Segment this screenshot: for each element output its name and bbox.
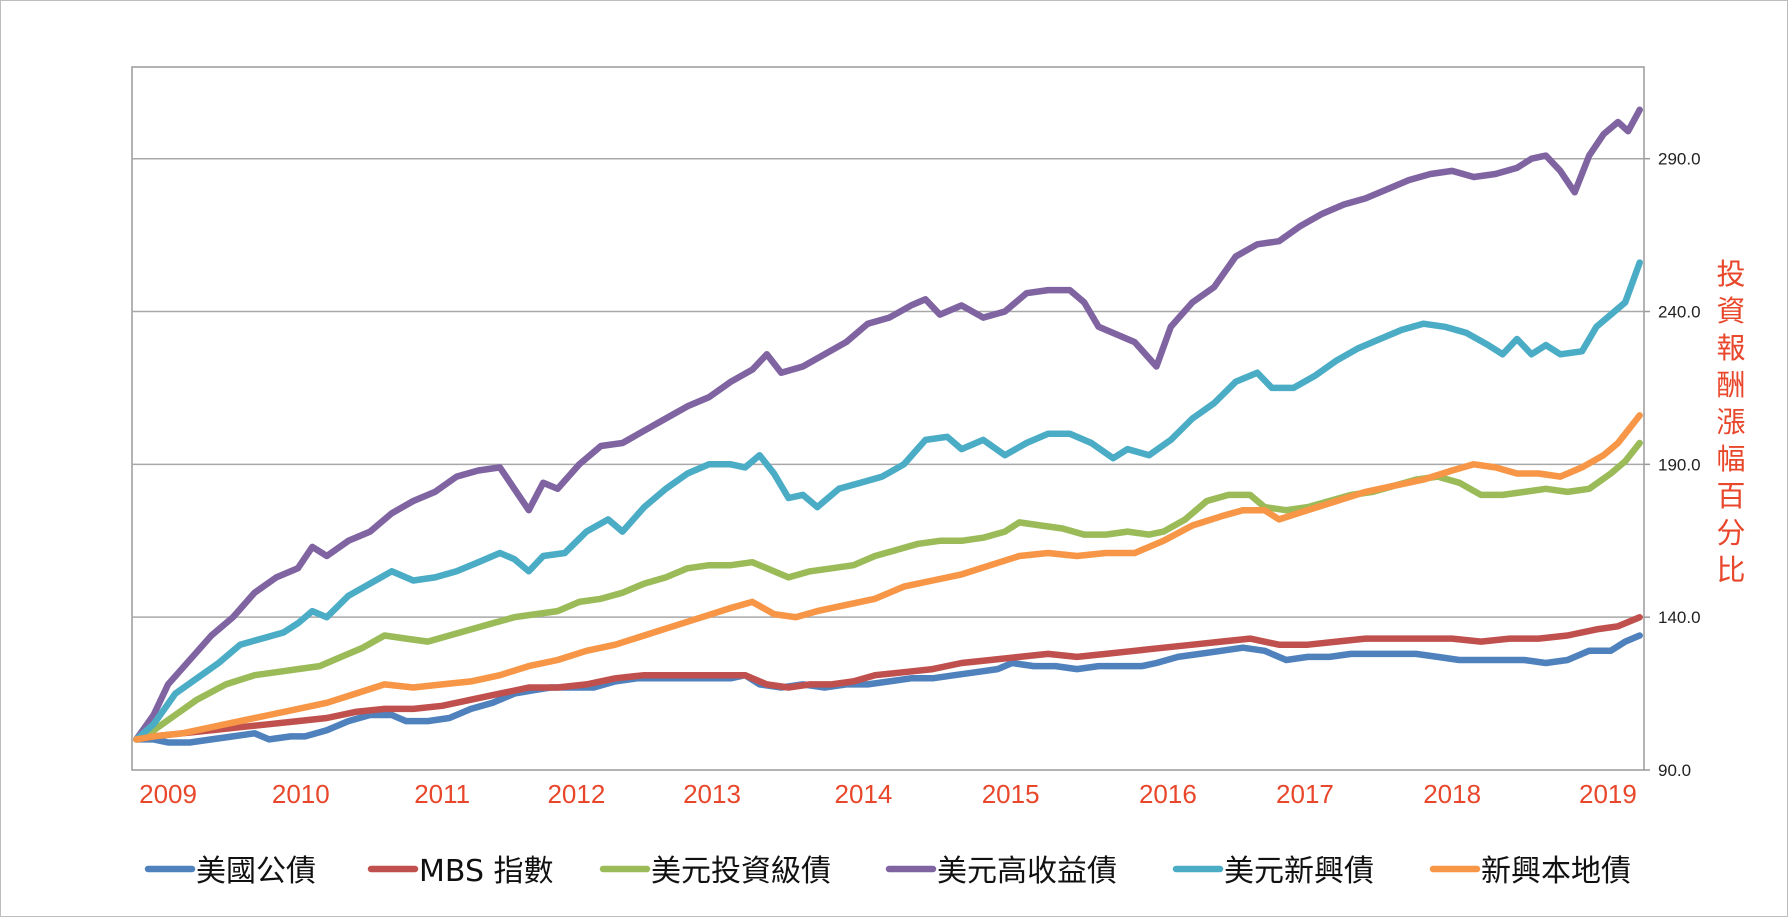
series-line-4 [133, 106, 1643, 743]
legend-label: 美元高收益債 [937, 854, 1117, 889]
x-tick-label: 2017 [1276, 779, 1334, 809]
legend-label: 新興本地債 [1481, 854, 1631, 889]
series-lines [133, 106, 1643, 746]
y-tick-labels: 90.0 140.0 190.0 240.0 290.0 [1658, 150, 1701, 780]
y-axis-label: 投資報酬漲幅百分比 [1716, 257, 1745, 587]
x-tick-label: 2018 [1423, 779, 1481, 809]
series-line-5 [133, 259, 1643, 743]
y-tick-label: 140.0 [1658, 608, 1701, 627]
x-tick-label: 2015 [982, 779, 1040, 809]
series-line-1 [133, 632, 1643, 746]
legend-label: 美國公債 [196, 854, 316, 889]
y-tick-label: 190.0 [1658, 455, 1701, 474]
legend: 美國公債 MBS 指數 美元投資級債 美元高收益債 美元新興債 新興本地債 [144, 854, 1631, 889]
y-tick-label: 240.0 [1658, 303, 1701, 322]
x-tick-label: 2011 [414, 779, 470, 809]
x-tick-label: 2014 [835, 779, 893, 809]
y-tick-label: 90.0 [1658, 761, 1691, 780]
x-tick-label: 2012 [547, 779, 605, 809]
gridlines [132, 157, 1650, 771]
x-tick-label: 2013 [683, 779, 741, 809]
y-tick-label: 290.0 [1658, 150, 1701, 169]
plot-area [131, 66, 1645, 771]
x-tick-label: 2019 [1579, 779, 1637, 809]
series-line-6 [133, 412, 1643, 743]
legend-label: 美元新興債 [1224, 854, 1374, 889]
series-line-2 [133, 613, 1643, 743]
legend-label: 美元投資級債 [651, 854, 831, 889]
x-tick-labels: 2009 2010 2011 2012 2013 2014 2015 2016 2017 2018… [139, 779, 1637, 809]
x-tick-label: 2009 [139, 779, 197, 809]
x-tick-label: 2010 [272, 779, 330, 809]
x-tick-label: 2016 [1139, 779, 1197, 809]
legend-label: MBS 指數 [419, 854, 554, 889]
